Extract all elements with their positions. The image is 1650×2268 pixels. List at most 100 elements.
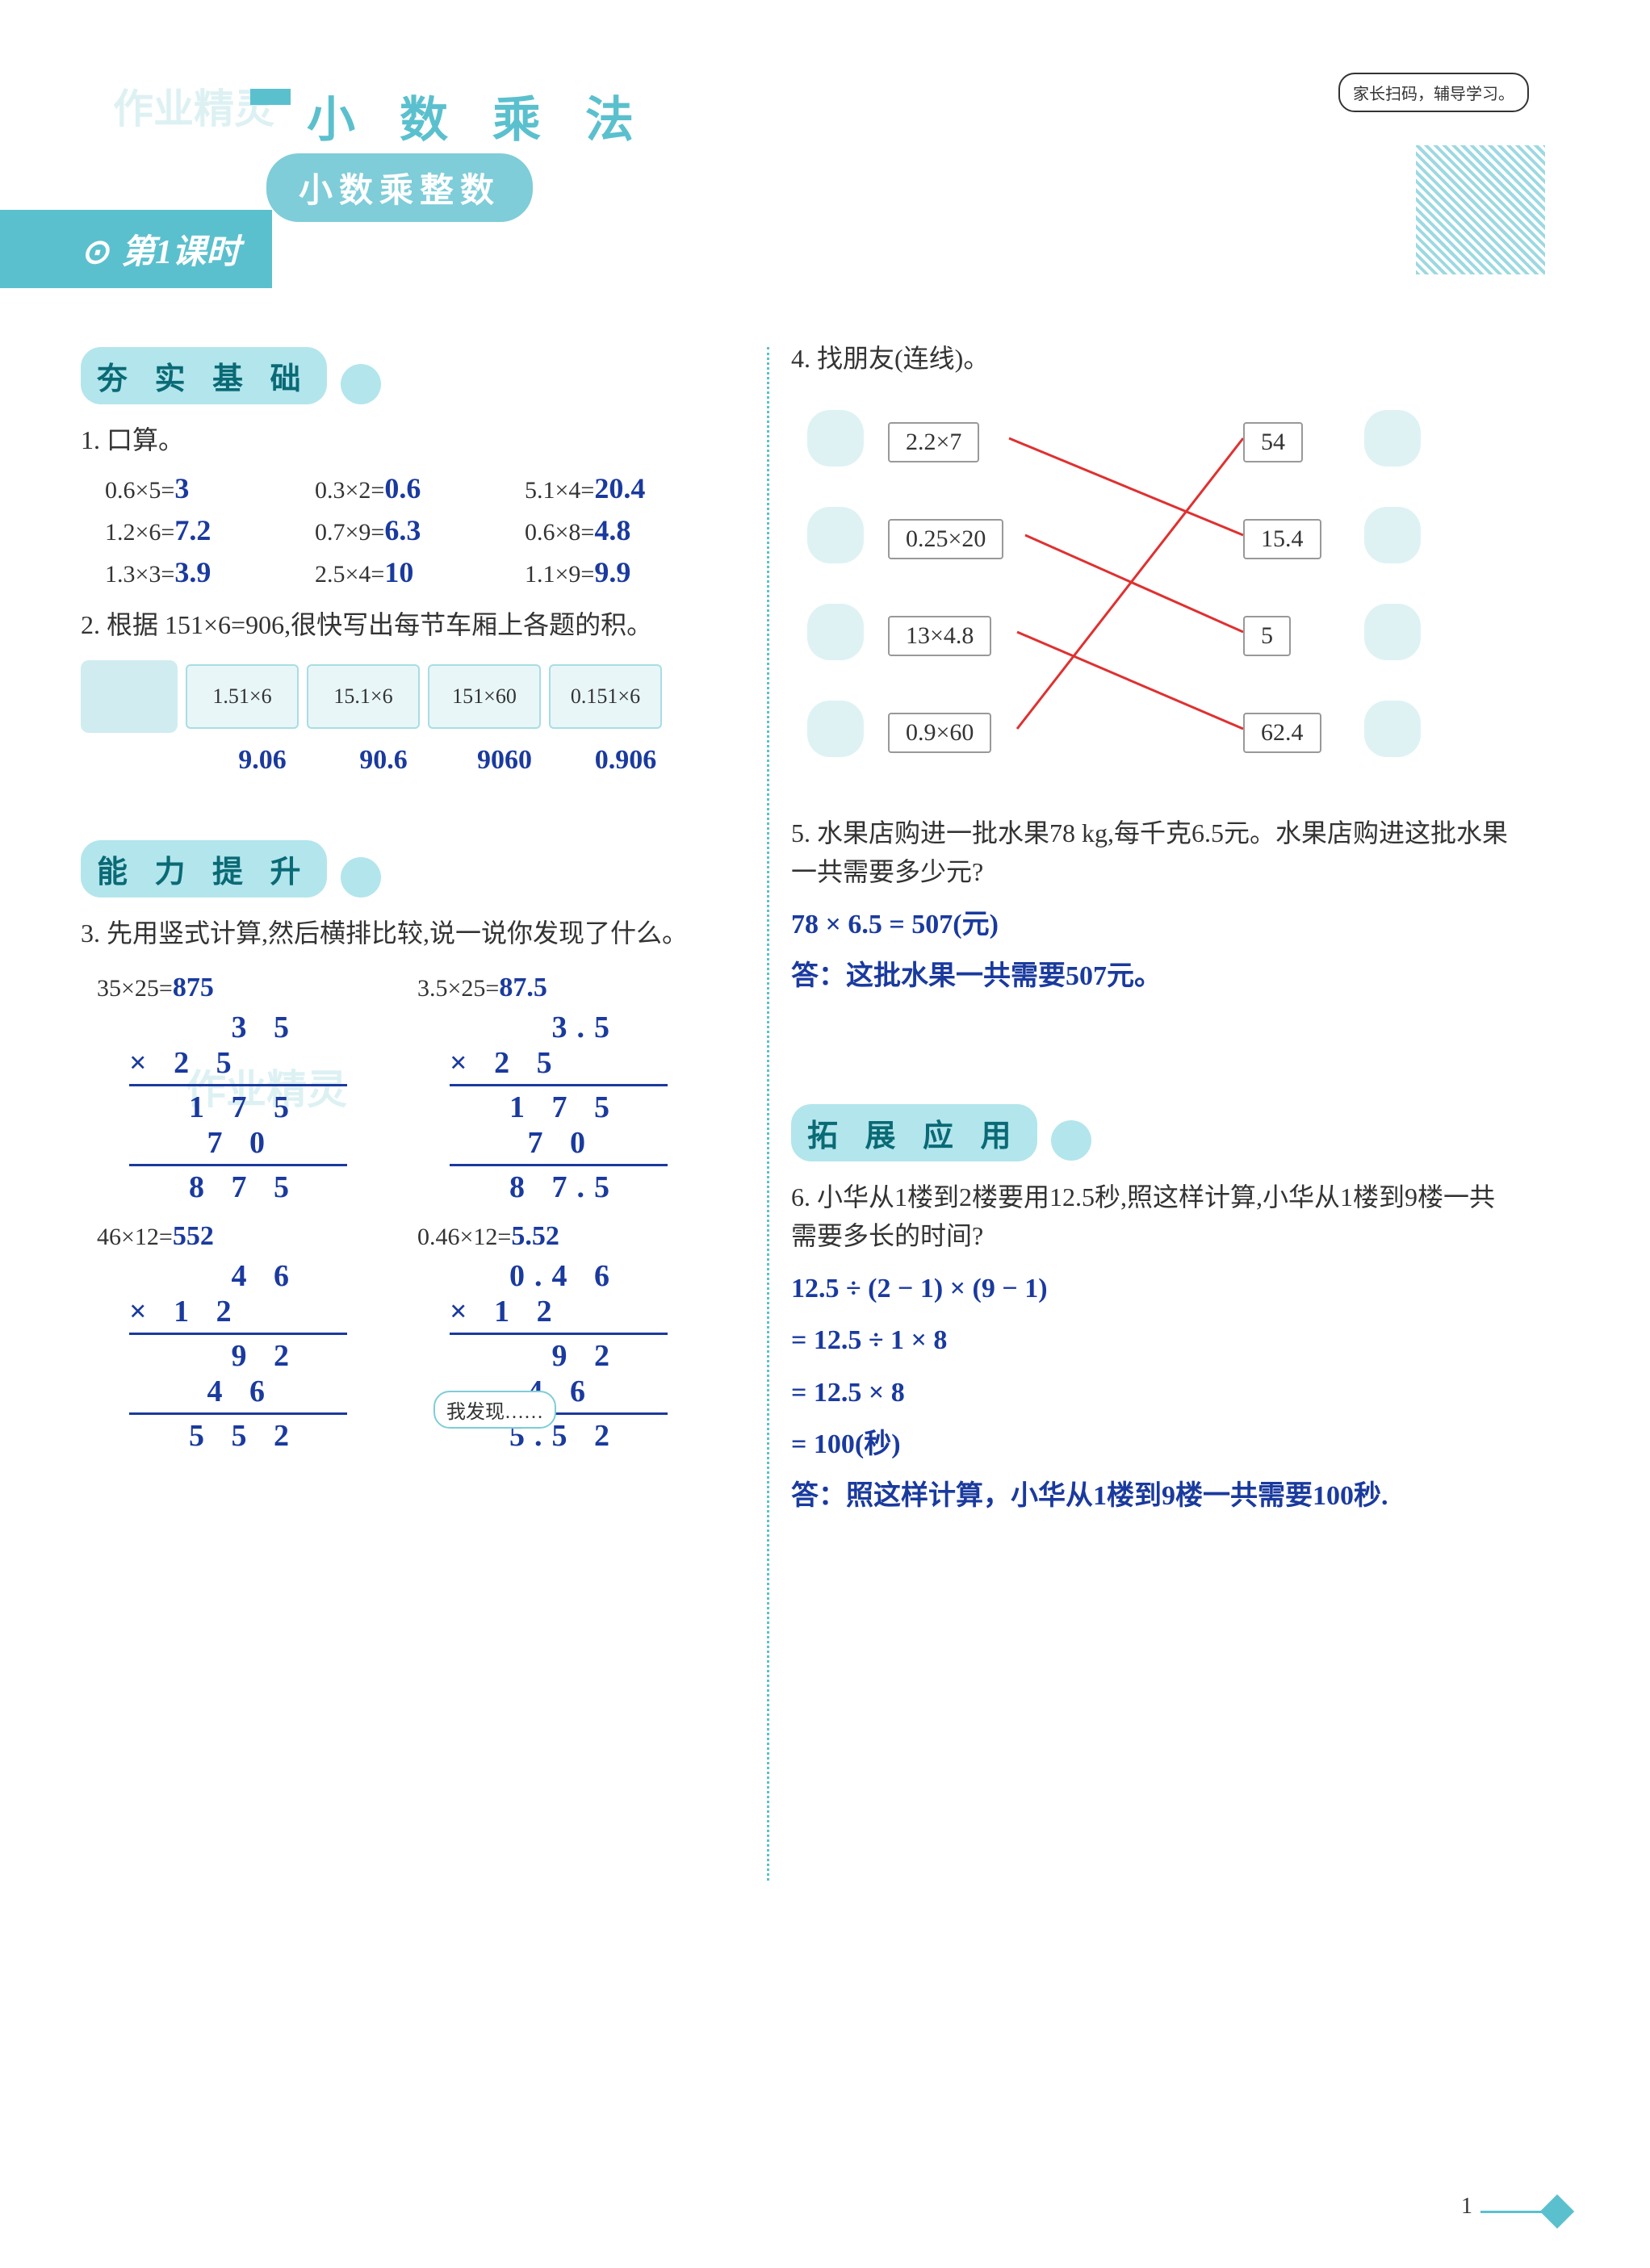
q2-ans: 9.06: [202, 745, 323, 776]
q2-title: 2. 根据 151×6=906,很快写出每节车厢上各题的积。: [81, 605, 743, 644]
match-area: 2.2×7 0.25×20 13×4.8 0.9×60 54 15.4 5 62…: [791, 394, 1437, 797]
q1-row: 1.3×3=3.9 2.5×4=10 1.1×9=9.9: [105, 555, 743, 589]
watermark: 作业精灵: [113, 77, 274, 135]
left-column: 夯 实 基 础 1. 口算。 0.6×5=3 0.3×2=0.6 5.1×4=2…: [81, 347, 743, 1462]
section-ability: 能 力 提 升: [81, 840, 743, 898]
vertical-calc: 3.5×25=87.5 3.5 × 2 5 1 7 5 7 0 8 7.5: [417, 973, 700, 1205]
match-icon: [807, 410, 864, 467]
vc-ans: 87.5: [499, 973, 547, 1002]
train-car: 15.1×6: [307, 664, 420, 729]
q6-line: 12.5 ÷ (2 − 1) × (9 − 1): [791, 1267, 1518, 1311]
q1-expr: 0.6×8=: [525, 519, 594, 546]
section-extend-label: 拓 展 应 用: [791, 1104, 1037, 1161]
match-icon: [807, 507, 864, 563]
match-left-box: 0.25×20: [888, 519, 1003, 559]
column-divider: [767, 347, 769, 1881]
vc-line: 9 2: [417, 1338, 700, 1374]
chapter-title: 小 数 乘 法: [307, 81, 650, 151]
train-answers: 9.06 90.6 9060 0.906: [202, 745, 743, 776]
vc-line: × 2 5: [97, 1045, 379, 1081]
vc-ans: 552: [173, 1221, 214, 1251]
q1-grid: 0.6×5=3 0.3×2=0.6 5.1×4=20.4 1.2×6=7.2 0…: [81, 471, 743, 589]
train: 1.51×6 15.1×6 151×60 0.151×6: [81, 660, 743, 733]
vc-line: 1 7 5: [417, 1090, 700, 1125]
match-left-box: 13×4.8: [888, 616, 991, 656]
section-basic: 夯 实 基 础: [81, 347, 743, 404]
page-diamond-icon: [1540, 2195, 1574, 2228]
q1-expr: 2.5×4=: [315, 561, 384, 588]
q5-title: 5. 水果店购进一批水果78 kg,每千克6.5元。水果店购进这批水果一共需要多…: [791, 814, 1518, 891]
q6-line: = 12.5 × 8: [791, 1371, 1518, 1415]
q2-ans: 90.6: [323, 745, 444, 776]
q6-line: = 12.5 ÷ 1 × 8: [791, 1319, 1518, 1362]
match-icon: [1364, 701, 1421, 757]
q1-row: 0.6×5=3 0.3×2=0.6 5.1×4=20.4: [105, 471, 743, 505]
section-basic-label: 夯 实 基 础: [81, 347, 327, 404]
q1-expr: 1.2×6=: [105, 519, 174, 546]
q2-ans: 9060: [444, 745, 565, 776]
vc-line: × 1 2: [97, 1294, 379, 1329]
vc-line: 8 7 5: [97, 1170, 379, 1205]
q6-title: 6. 小华从1楼到2楼要用12.5秒,照这样计算,小华从1楼到9楼一共需要多长的…: [791, 1178, 1518, 1255]
vc-line: 7 0: [417, 1125, 700, 1161]
q1-title: 1. 口算。: [81, 421, 743, 459]
q1-ans: 6.3: [384, 514, 421, 546]
q4-title: 4. 找朋友(连线)。: [791, 339, 1518, 378]
subtitle-pill: 小数乘整数: [266, 153, 533, 222]
page-number: 1: [1461, 2194, 1472, 2220]
section-extend: 拓 展 应 用: [791, 1104, 1518, 1161]
q1-expr: 1.3×3=: [105, 561, 174, 588]
match-right-box: 15.4: [1243, 519, 1321, 559]
match-left-box: 0.9×60: [888, 713, 991, 753]
vc-head: 35×25=: [97, 975, 173, 1002]
match-right-box: 54: [1243, 422, 1303, 462]
vc-head: 0.46×12=: [417, 1224, 511, 1250]
vc-line: 9 2: [97, 1338, 379, 1374]
q5-answer: 答：这批水果一共需要507元。: [791, 955, 1518, 998]
q1-expr: 5.1×4=: [525, 477, 594, 504]
vc-line: 4 6: [97, 1374, 379, 1409]
vertical-calc: 35×25=875 3 5 × 2 5 1 7 5 7 0 8 7 5: [97, 973, 379, 1205]
q1-ans: 10: [384, 556, 413, 588]
train-car: 151×60: [428, 664, 541, 729]
section-icon: [1051, 1120, 1091, 1161]
section-icon: [341, 857, 381, 898]
q1-expr: 0.7×9=: [315, 519, 384, 546]
q1-expr: 0.6×5=: [105, 477, 174, 504]
chapter-dash: [250, 89, 291, 105]
lesson-tab: 第1课时: [0, 210, 272, 288]
section-icon: [341, 364, 381, 404]
q3-calcs: 35×25=875 3 5 × 2 5 1 7 5 7 0 8 7 5 3.5×…: [81, 965, 743, 1462]
qr-code[interactable]: [1416, 145, 1545, 274]
vc-head: 3.5×25=: [417, 975, 499, 1002]
vc-line: 1 7 5: [97, 1090, 379, 1125]
q1-expr: 1.1×9=: [525, 561, 594, 588]
q1-ans: 0.6: [384, 472, 421, 504]
vertical-calc: 46×12=552 4 6 × 1 2 9 2 4 6 5 5 2: [97, 1221, 379, 1454]
vc-line: × 1 2: [417, 1294, 700, 1329]
match-right-box: 5: [1243, 616, 1291, 656]
q1-ans: 3: [174, 472, 189, 504]
right-column: 4. 找朋友(连线)。 2.2×7 0.25×20 13×4.8 0.9×60 …: [791, 323, 1518, 1527]
match-left-box: 2.2×7: [888, 422, 979, 462]
match-icon: [1364, 604, 1421, 660]
match-icon: [1364, 410, 1421, 467]
page-line: [1480, 2211, 1545, 2213]
match-right-box: 62.4: [1243, 713, 1321, 753]
train-engine-icon: [81, 660, 178, 733]
q6-line: = 100(秒): [791, 1423, 1518, 1467]
q2-ans: 0.906: [565, 745, 686, 776]
section-ability-label: 能 力 提 升: [81, 840, 327, 898]
q6-answer: 答：照这样计算，小华从1楼到9楼一共需要100秒.: [791, 1475, 1518, 1518]
vc-line: 3.5: [417, 1010, 700, 1045]
train-car: 1.51×6: [186, 664, 299, 729]
q1-ans: 7.2: [174, 514, 211, 546]
q1-expr: 0.3×2=: [315, 477, 384, 504]
q5-calc: 78 × 6.5 = 507(元): [791, 903, 1518, 947]
q1-ans: 20.4: [594, 472, 645, 504]
vc-ans: 875: [173, 973, 214, 1002]
match-icon: [807, 604, 864, 660]
q1-row: 1.2×6=7.2 0.7×9=6.3 0.6×8=4.8: [105, 513, 743, 547]
train-car: 0.151×6: [549, 664, 662, 729]
vc-ans: 5.52: [511, 1221, 559, 1251]
